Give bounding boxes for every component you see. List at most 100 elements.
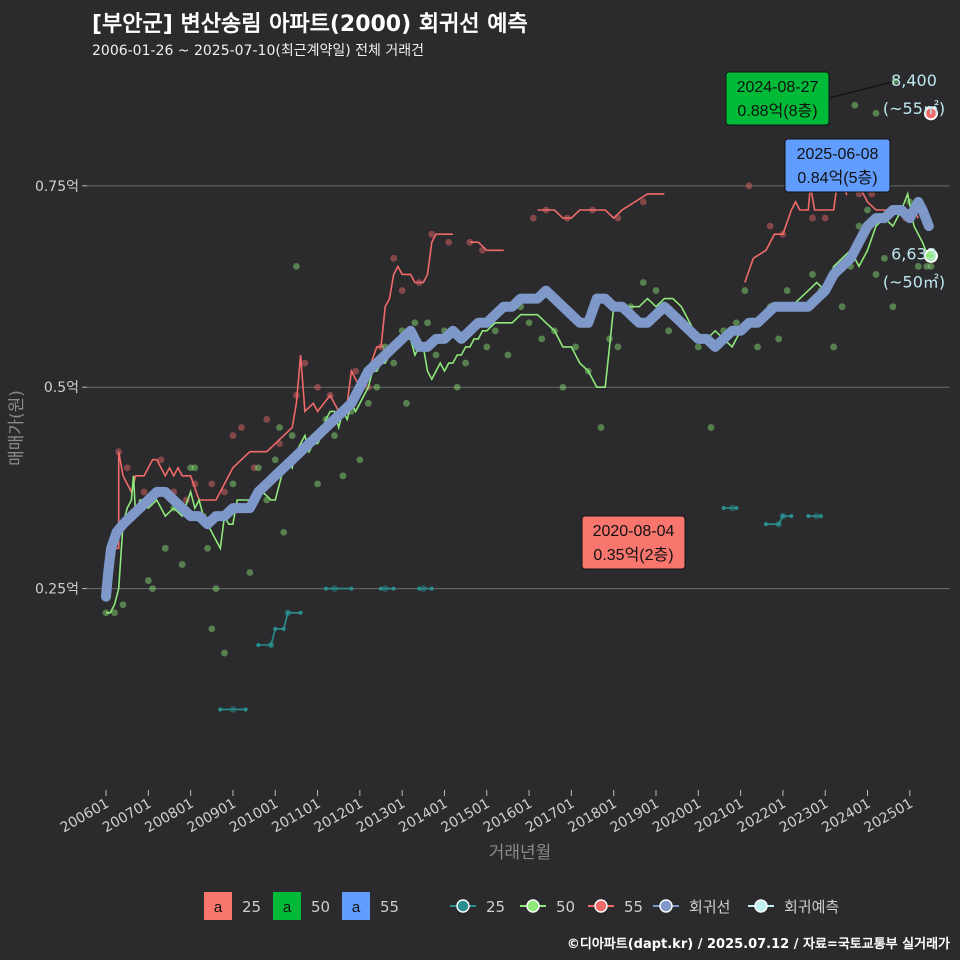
scatter-point-50 (872, 271, 880, 278)
scatter-point-55 (352, 367, 360, 375)
legend-line-label: 회귀예측 (784, 898, 839, 916)
scatter-point-50 (891, 77, 899, 85)
legend-line-marker (754, 899, 768, 913)
scatter-point-50 (246, 569, 254, 576)
y-tick-label: 0.25억 (35, 582, 79, 598)
scatter-point-55 (314, 383, 321, 391)
series-point-25 (818, 514, 823, 519)
scatter-point-50 (572, 343, 580, 351)
legend-box-label: 25 (242, 898, 261, 916)
scatter-point-55 (263, 416, 271, 423)
scatter-point-50 (288, 432, 296, 439)
scatter-point-50 (754, 343, 761, 351)
scatter-point-50 (614, 343, 622, 351)
scatter-point-50 (208, 625, 216, 633)
scatter-point-50 (864, 206, 871, 214)
scatter-point-50 (276, 424, 283, 431)
scatter-point-50 (639, 279, 647, 286)
y-axis-title: 매매가(원) (7, 390, 27, 466)
scatter-point-55 (157, 456, 165, 464)
series-point-25 (298, 610, 303, 615)
scatter-point-55 (529, 214, 537, 222)
scatter-point-50 (923, 262, 931, 270)
legend-line-label: 55 (624, 898, 643, 916)
credit-line: ©디아파트(dapt.kr) / 2025.07.12 / 자료=국토교통부 실… (566, 937, 950, 952)
scatter-point-55 (140, 488, 148, 496)
scatter-point-50 (525, 319, 533, 327)
scatter-point-50 (483, 343, 491, 351)
x-axis-title: 거래년월 (489, 843, 552, 863)
series-line-55 (537, 193, 665, 220)
scatter-point-50 (741, 287, 749, 294)
scatter-point-50 (339, 472, 347, 480)
legend-line-label: 50 (556, 898, 575, 916)
annotation-value: 0.84억(5층) (797, 169, 877, 187)
forecast-area-label: (~50㎡) (883, 272, 945, 291)
scatter-point-50 (424, 319, 431, 327)
legend-box-55 (342, 892, 370, 920)
scatter-point-55 (398, 287, 406, 294)
scatter-point-50 (204, 544, 211, 552)
scatter-point-50 (881, 254, 888, 262)
annotations: 8,400 (~55㎡) 6,633 (~50㎡) 2024-08-27 0.88억(8층… (581, 71, 945, 570)
scatter-point-55 (208, 480, 216, 488)
series-point-25 (789, 514, 794, 519)
legend-box-glyph: a (214, 899, 223, 916)
series-line-55 (108, 233, 453, 550)
scatter-point-50 (432, 351, 440, 359)
scatter-point-55 (123, 464, 131, 472)
scatter-point-50 (462, 359, 470, 367)
scatter-point-50 (538, 335, 546, 343)
annotation-box-50 (725, 71, 830, 126)
series-point-25 (429, 586, 434, 591)
series-point-25 (324, 586, 329, 591)
scatter-point-50 (187, 464, 195, 472)
series-point-25 (273, 626, 278, 631)
y-tick-label: 0.75억 (35, 179, 79, 195)
regression-line (101, 196, 934, 602)
legend-box-50 (273, 892, 301, 920)
series-line-50 (106, 191, 930, 614)
scatter-point-50 (889, 303, 897, 311)
forecast-price-label: 6,633 (891, 244, 937, 263)
annotation-date: 2025-06-08 (797, 146, 879, 163)
scatter-point-50 (652, 287, 660, 294)
series-point-25 (391, 586, 396, 591)
scatter-point-50 (271, 456, 279, 464)
annotation-leader (828, 81, 893, 99)
scatter-point-50 (161, 544, 169, 552)
scatter-point-50 (665, 327, 673, 335)
scatter-point-50 (597, 424, 605, 431)
series-point-25 (780, 514, 785, 519)
scatter-point-50 (851, 101, 859, 109)
legend-box-label: 55 (380, 898, 399, 916)
legend-line-marker (659, 899, 673, 913)
scatter-point-50 (229, 480, 237, 488)
series-point-25 (721, 506, 726, 511)
series-point-25 (379, 586, 384, 591)
scatter-point-55 (745, 182, 753, 190)
series-point-25 (349, 586, 354, 591)
scatter-point-50 (809, 271, 816, 278)
annotation-date: 2024-08-27 (737, 79, 819, 96)
annotation-value: 0.35억(2층) (593, 546, 673, 564)
legend-line-marker (456, 899, 470, 913)
scatter-point-50 (280, 528, 288, 536)
scatter-point-55 (250, 464, 258, 472)
legend-line-marker (594, 899, 608, 913)
scatter-point-50 (775, 335, 783, 343)
scatter-point-55 (221, 488, 228, 496)
scatter-point-50 (356, 456, 364, 464)
scatter-point-50 (364, 399, 372, 407)
scatter-point-50 (314, 480, 321, 488)
scatter-point-50 (119, 601, 127, 609)
series-point-25 (776, 522, 781, 527)
scatter-point-55 (390, 254, 398, 262)
scatter-point-50 (855, 222, 863, 230)
scatter-point-50 (212, 585, 220, 593)
y-axis: 0.25억 0.5억 0.75억 (35, 179, 87, 598)
scatter-point-50 (453, 383, 461, 391)
y-tick-label: 0.5억 (44, 380, 79, 396)
series-point-25 (417, 586, 422, 591)
x-tick-label: 202501 (862, 796, 916, 837)
